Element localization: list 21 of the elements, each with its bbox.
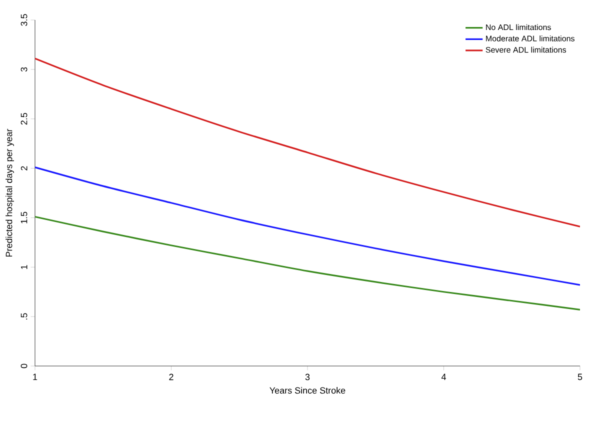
x-tick-label: 2 [169,374,174,380]
y-tick-label: .5 [20,313,28,320]
x-tick-label: 5 [578,374,582,380]
legend-label: Moderate ADL limitations [486,35,574,42]
y-tick-label: 0 [20,364,28,368]
legend-label: Severe ADL limitations [486,46,566,53]
x-tick-label: 4 [441,374,446,380]
x-tick-label: 3 [305,374,310,380]
y-tick-label: 3 [20,67,28,72]
x-axis-title: Years Since Stroke [270,387,346,394]
line-series [35,58,580,228]
x-tick-label: 1 [33,374,38,380]
y-tick-label: 2 [20,166,28,170]
y-tick-label: 1.5 [20,212,28,224]
legend-label: No ADL limitations [486,24,551,30]
line-series [35,166,580,286]
line-series [35,216,580,310]
y-tick-label: 2.5 [20,112,28,125]
y-tick-label: 1 [21,265,28,269]
y-axis-title: Predicted hospital days per year [6,128,14,257]
y-tick-label: 3.5 [20,14,28,26]
